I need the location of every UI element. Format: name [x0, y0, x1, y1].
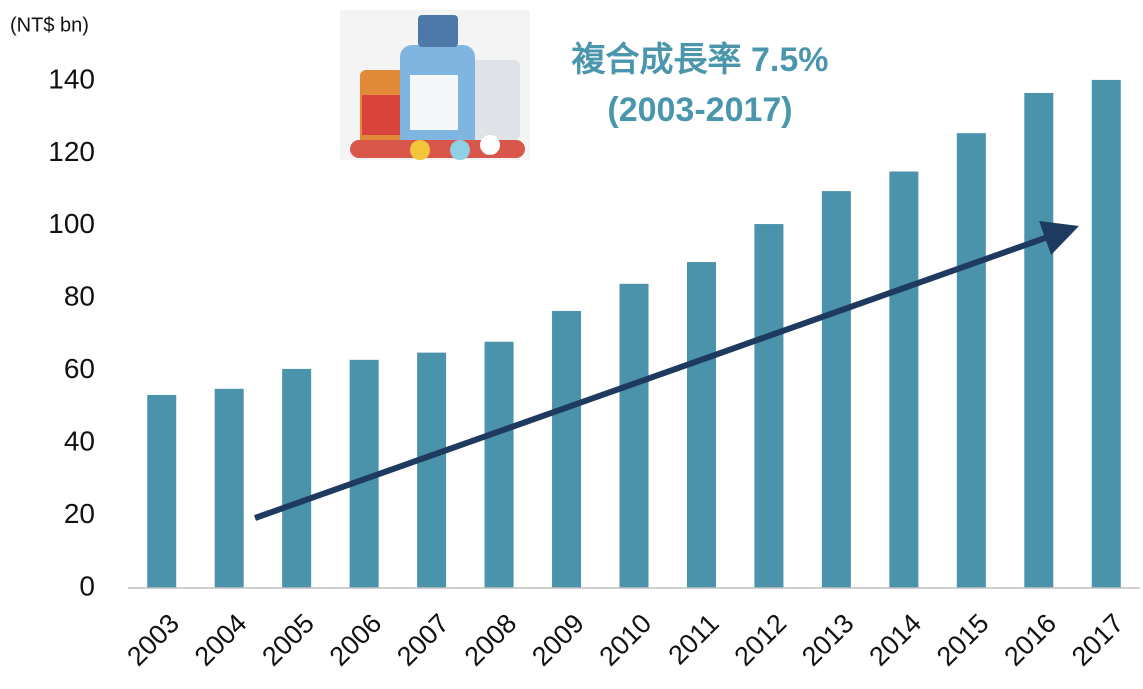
bar	[282, 368, 312, 588]
bar	[1091, 79, 1121, 588]
x-tick-label: 2015	[931, 608, 995, 672]
y-tick-label: 0	[79, 570, 95, 601]
bar	[956, 133, 986, 589]
bar	[214, 388, 244, 588]
x-tick-label: 2005	[256, 608, 320, 672]
bar	[1024, 92, 1054, 588]
y-tick-label: 40	[64, 426, 95, 457]
annotation: (2003-2017)	[607, 91, 792, 129]
bar	[889, 171, 919, 589]
x-tick-label: 2010	[594, 608, 658, 672]
x-tick-label: 2007	[391, 608, 455, 672]
bar	[754, 224, 784, 588]
bar	[484, 341, 514, 588]
y-axis-label: (NT$ bn)	[10, 14, 89, 36]
x-tick-label: 2004	[189, 608, 253, 672]
y-tick-label: 120	[48, 136, 95, 167]
bar	[821, 191, 851, 588]
x-tick-label: 2013	[796, 608, 860, 672]
y-tick-label: 100	[48, 208, 95, 239]
x-tick-label: 2014	[863, 608, 927, 672]
bar	[417, 352, 447, 588]
bar	[686, 262, 716, 588]
y-tick-label: 140	[48, 63, 95, 94]
x-tick-label: 2006	[324, 608, 388, 672]
x-tick-label: 2012	[729, 608, 793, 672]
x-tick-label: 2008	[459, 608, 523, 672]
bar	[619, 283, 649, 588]
y-tick-label: 60	[64, 353, 95, 384]
y-tick-label: 80	[64, 281, 95, 312]
annotation: 複合成長率 7.5%	[572, 41, 829, 79]
x-tick-label: 2003	[121, 608, 185, 672]
y-tick-label: 20	[64, 498, 95, 529]
x-tick-label: 2009	[526, 608, 590, 672]
x-tick-label: 2011	[662, 608, 724, 670]
x-tick-label: 2017	[1066, 608, 1130, 672]
trend-arrow	[253, 221, 1079, 521]
medicine-icon	[340, 10, 530, 160]
bar	[147, 394, 177, 588]
bar	[552, 310, 582, 588]
x-tick-label: 2016	[998, 608, 1062, 672]
